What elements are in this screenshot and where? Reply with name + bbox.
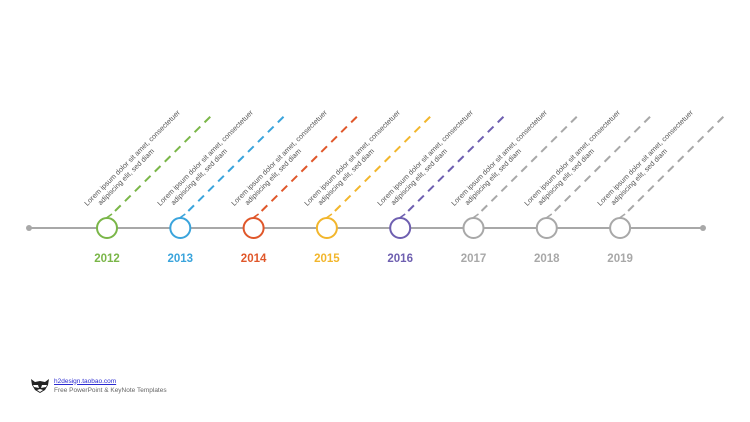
brand-link[interactable]: h2design.taobao.com — [54, 377, 117, 385]
milestone-year: 2014 — [240, 253, 267, 265]
milestone-year: 2017 — [460, 253, 487, 265]
dashed-connector — [480, 114, 580, 212]
milestone-marker — [169, 217, 192, 239]
milestone-year: 2018 — [534, 253, 560, 265]
dashed-connector — [114, 114, 213, 212]
axis-start-dot — [26, 225, 32, 231]
dashed-connector — [334, 114, 433, 212]
milestone-marker — [462, 217, 485, 239]
dashed-connector — [187, 114, 287, 212]
dashed-connector — [407, 114, 506, 212]
milestone-marker — [535, 217, 558, 239]
brand-footer: h2design.taobao.com Free PowerPoint & Ke… — [30, 377, 167, 395]
milestone-year: 2013 — [167, 253, 194, 265]
raccoon-icon — [31, 379, 49, 393]
milestone-marker — [389, 217, 412, 239]
milestone-year: 2015 — [314, 253, 340, 265]
axis-end-dot — [700, 225, 706, 231]
dashed-connector — [260, 114, 360, 212]
dashed-connector — [627, 114, 726, 212]
milestone-marker — [315, 217, 338, 239]
dashed-connector — [554, 114, 653, 212]
milestone-year: 2016 — [387, 253, 413, 265]
milestone-marker — [609, 217, 632, 239]
milestone-year: 2019 — [607, 253, 633, 265]
milestone-marker — [242, 217, 265, 239]
brand-tagline: Free PowerPoint & KeyNote Templates — [54, 386, 167, 394]
milestone-year: 2012 — [94, 253, 120, 265]
milestone-marker — [96, 217, 118, 239]
